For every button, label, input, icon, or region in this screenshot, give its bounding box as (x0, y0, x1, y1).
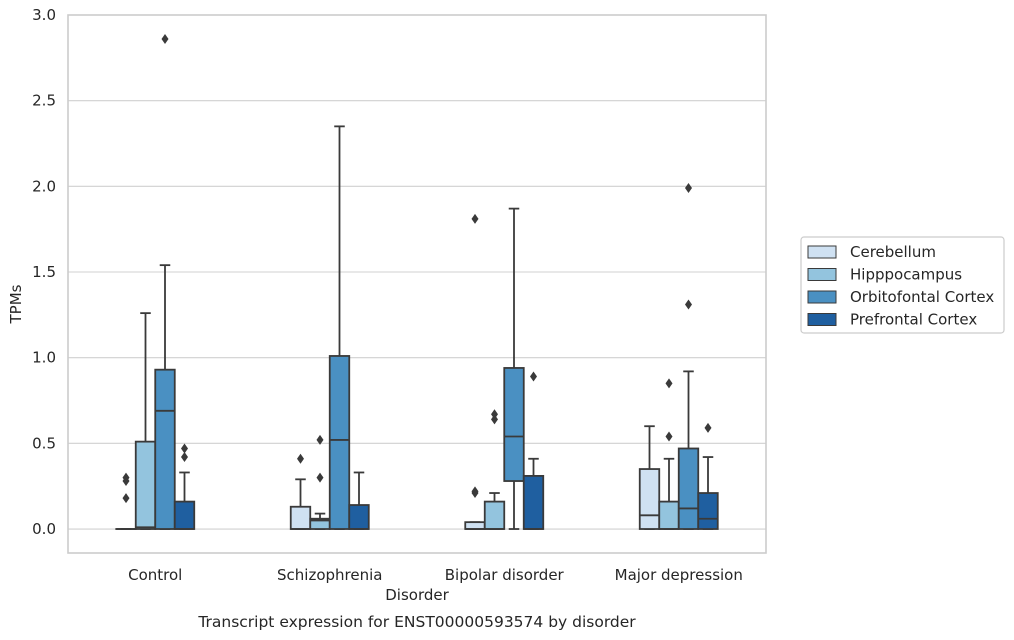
box-series (115, 33, 719, 530)
box-body (697, 492, 719, 530)
box (658, 378, 680, 530)
legend-label: Hipppocampus (850, 266, 962, 284)
y-tick-label: 0.0 (32, 520, 56, 538)
outlier-point (491, 409, 498, 420)
box-body (348, 504, 370, 530)
outlier-point (685, 299, 692, 310)
series-hipppocampus (134, 312, 680, 530)
box (483, 409, 506, 530)
box-body (173, 500, 196, 530)
box-body (658, 500, 680, 530)
box (173, 443, 196, 530)
outlier-point (122, 472, 130, 483)
series-cerebellum (115, 213, 661, 530)
box (697, 422, 719, 530)
outlier-point (704, 422, 712, 433)
box-body (677, 447, 700, 530)
legend-label: Prefrontal Cortex (850, 311, 977, 329)
outlier-point (491, 414, 498, 425)
y-tick-label: 2.0 (32, 177, 56, 195)
legend-swatch (807, 290, 837, 304)
box (134, 312, 157, 530)
outlier-point (685, 183, 692, 194)
box (348, 471, 370, 530)
outlier-point (530, 371, 537, 382)
box (115, 472, 137, 530)
legend-swatch (807, 313, 837, 326)
box-body (483, 500, 506, 530)
box (328, 125, 351, 530)
chart-caption: Transcript expression for ENST0000059357… (197, 613, 636, 631)
box (638, 425, 661, 530)
legend-label: Orbitofontal Cortex (850, 288, 994, 306)
legend-item: Orbitofontal Cortex (807, 288, 994, 306)
outlier-point (181, 443, 188, 454)
outlier-point (181, 452, 188, 463)
legend-swatch (807, 245, 837, 259)
x-axis-label: Disorder (385, 586, 449, 604)
box-body (154, 368, 176, 530)
box (309, 434, 331, 530)
box (289, 453, 312, 530)
legend-item: Cerebellum (807, 243, 936, 261)
y-tick-label: 3.0 (32, 6, 56, 24)
legend-item: Hipppocampus (807, 266, 962, 284)
box (154, 33, 176, 530)
y-tick-label: 1.5 (32, 263, 56, 281)
box-body (289, 505, 312, 530)
box-body (522, 474, 545, 530)
box (677, 183, 700, 530)
y-tick-label: 2.5 (32, 92, 56, 110)
series-prefrontal-cortex (173, 371, 719, 530)
x-tick-label: Control (128, 566, 182, 584)
legend-label: Cerebellum (850, 243, 936, 261)
box-body (464, 521, 486, 530)
legend-item: Prefrontal Cortex (807, 311, 977, 329)
y-tick-label: 0.5 (32, 434, 56, 452)
legend-frame (800, 236, 1005, 334)
outlier-point (471, 486, 479, 497)
plot-frame (67, 14, 767, 554)
box (464, 213, 486, 530)
y-axis-label: TPMs (7, 284, 25, 324)
outlier-point (161, 33, 169, 44)
outlier-point (471, 213, 479, 224)
x-tick-labels: Control Schizophrenia Bipolar disorder Majo… (128, 566, 743, 584)
legend: Cerebellum Hipppocampus Orbitofontal Corte… (800, 236, 1005, 334)
y-tick-labels: 0.0 0.5 1.0 1.5 2.0 2.5 3.0 (32, 6, 56, 538)
box-body (134, 440, 157, 530)
x-tick-label: Major depression (615, 566, 743, 584)
box (522, 371, 545, 530)
legend-swatch (807, 268, 837, 281)
outlier-point (316, 434, 324, 445)
box (503, 207, 525, 530)
y-tick-label: 1.0 (32, 349, 56, 367)
outlier-point (665, 378, 673, 389)
series-orbitofontal-cortex (154, 33, 700, 530)
box-body (638, 468, 661, 530)
x-tick-label: Schizophrenia (277, 566, 382, 584)
box-body (328, 355, 351, 530)
outlier-point (297, 453, 304, 464)
outlier-point (665, 431, 673, 442)
outlier-point (316, 472, 324, 483)
outlier-point (122, 493, 130, 504)
x-tick-label: Bipolar disorder (445, 566, 565, 584)
box-body (503, 367, 525, 482)
